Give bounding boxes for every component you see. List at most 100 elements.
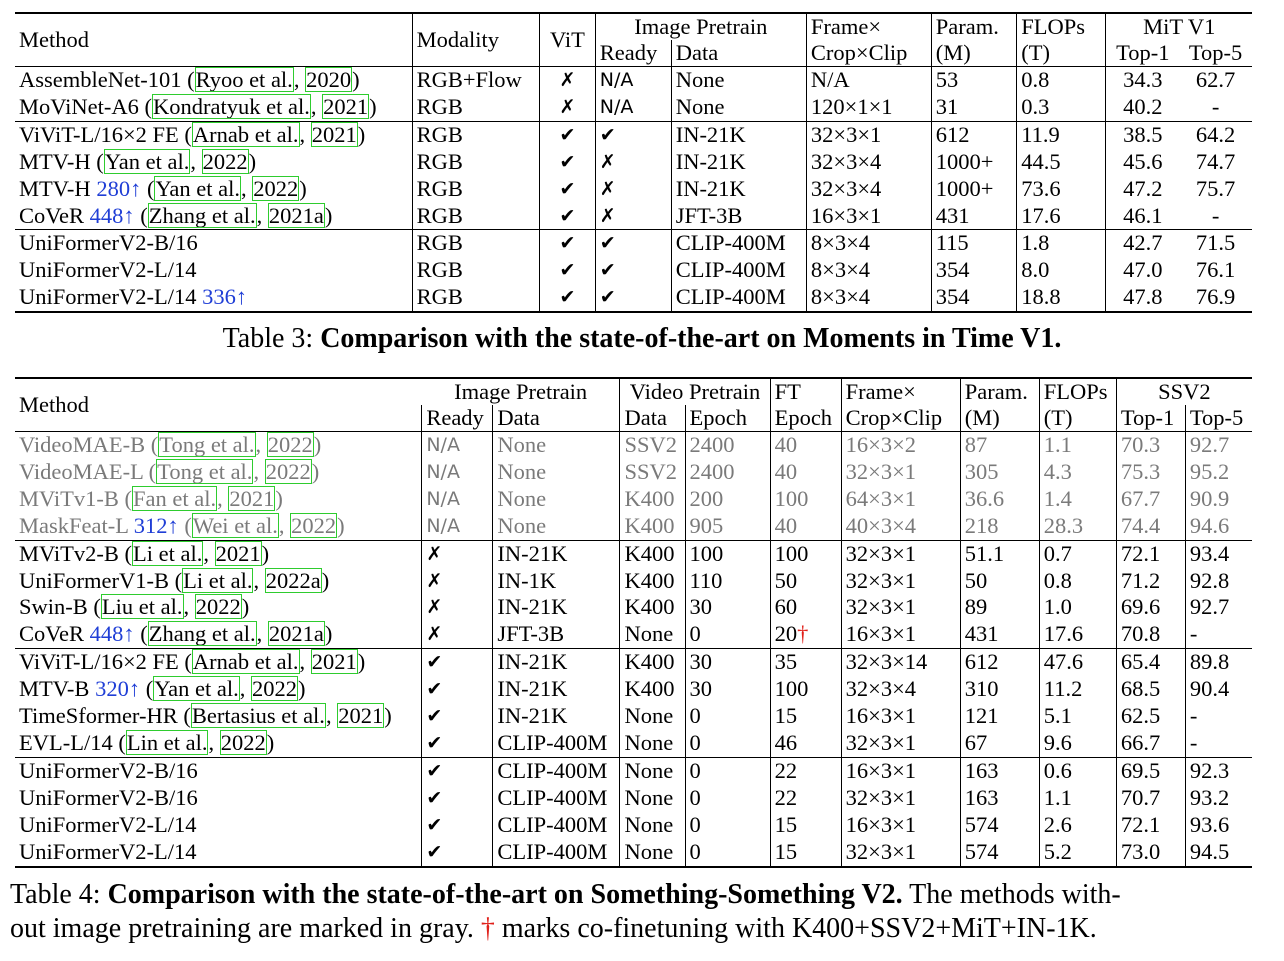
- col-image-pretrain: Image Pretrain: [454, 379, 588, 404]
- method-name: UniFormerV2-L/14: [19, 284, 203, 310]
- resolution-link: 312↑: [133, 512, 179, 538]
- data-cell: IN-1K: [492, 567, 620, 595]
- method-name: MTV-B: [19, 676, 96, 702]
- modality-cell: RGB: [411, 257, 540, 285]
- ready-cell: N/A: [421, 512, 493, 541]
- vdata-cell: None: [619, 784, 686, 812]
- data-cell: None: [492, 431, 620, 459]
- col-ft-epoch: Epoch: [769, 405, 842, 432]
- top1-cell: 70.7: [1115, 784, 1186, 812]
- flops-cell: 1.1: [1038, 784, 1117, 812]
- data-cell: JFT-3B: [670, 202, 807, 230]
- vit-cell: ✗: [539, 93, 596, 122]
- flops-cell: 1.8: [1016, 229, 1106, 258]
- data-cell: CLIP-400M: [492, 756, 620, 785]
- col-dataset: SSV2: [1115, 378, 1252, 405]
- ft-epoch-cell: 100: [769, 539, 842, 568]
- citation-year: 2021: [228, 485, 276, 511]
- citation-sep: ,: [278, 512, 291, 538]
- resolution-link: 320↑: [95, 676, 141, 702]
- top5-cell: 76.9: [1195, 284, 1236, 310]
- ready-cell: ✗: [594, 202, 672, 230]
- method-paren: (: [141, 175, 155, 201]
- vdata-cell: K400: [619, 512, 686, 541]
- ft-epoch-cell: 22: [769, 784, 842, 812]
- table-row: MTV-B 320↑ (Yan et al., 2022) ✔ IN-21K K400…: [15, 676, 1252, 704]
- param-cell: 163: [959, 756, 1040, 785]
- top5-cell: 62.7: [1195, 67, 1236, 92]
- col-flops-2: (T): [1016, 40, 1106, 67]
- vdata-cell: K400: [619, 539, 686, 568]
- citation-year: 2022: [264, 458, 312, 484]
- param-cell: 50: [959, 567, 1040, 595]
- caption-prefix: Table 3:: [222, 323, 321, 354]
- param-cell: 163: [959, 784, 1040, 812]
- data-cell: IN-21K: [670, 120, 807, 149]
- citation-close: ): [369, 93, 377, 119]
- param-cell: 1000+: [930, 175, 1017, 203]
- top5-cell: -: [1211, 93, 1220, 119]
- citation-sep: ,: [217, 485, 229, 511]
- frames-cell: 16×3×2: [840, 431, 961, 459]
- table-row: MoViNet-A6 (Kondratyuk et al., 2021) RGB ✗…: [15, 93, 1252, 122]
- citation-close: ): [298, 676, 306, 702]
- method-cell: MTV-B 320↑ (Yan et al., 2022): [15, 676, 422, 703]
- top1-cell: 73.0: [1115, 838, 1186, 867]
- vdata-cell: K400: [619, 485, 686, 513]
- method-cell: UniFormerV1-B (Li et al., 2022a): [15, 567, 422, 595]
- method-paren: (: [140, 676, 154, 702]
- ready-cell: N/A: [594, 66, 672, 94]
- param-cell: 53: [930, 66, 1017, 94]
- flops-cell: 5.2: [1038, 838, 1117, 867]
- citation-close: ): [311, 458, 320, 484]
- param-cell: 51.1: [959, 539, 1040, 568]
- frames-cell: 16×3×1: [805, 202, 932, 230]
- data-cell: CLIP-400M: [670, 229, 807, 258]
- modality-cell: RGB+Flow: [411, 66, 540, 94]
- citation-sep: ,: [256, 202, 268, 228]
- method-name: UniFormerV2-L/14: [19, 257, 197, 283]
- ready-cell: ✔: [421, 756, 493, 785]
- epoch-cell: 110: [684, 567, 771, 595]
- top5-cell: -: [1211, 202, 1220, 228]
- epoch-cell: 200: [684, 485, 771, 513]
- col-frame: Frame×: [840, 378, 961, 405]
- table-row: ViViT-L/16×2 FE (Arnab et al., 2021) ✔ IN-…: [15, 648, 1252, 677]
- param-cell: 574: [959, 838, 1040, 867]
- citation-close: ): [275, 485, 283, 511]
- ft-epoch-cell: 35: [769, 648, 842, 677]
- top1-cell: 70.8: [1115, 621, 1186, 649]
- epoch-cell: 0: [684, 756, 771, 785]
- modality-cell: RGB: [411, 148, 540, 176]
- flops-cell: 47.6: [1038, 648, 1117, 677]
- method-name: MViTv2-B (: [19, 540, 133, 566]
- vdata-cell: None: [619, 729, 686, 758]
- frames-cell: 32×3×1: [840, 838, 961, 867]
- param-cell: 36.6: [959, 485, 1040, 513]
- vit-cell: ✔: [539, 229, 596, 258]
- data-cell: None: [492, 512, 620, 541]
- top5-cell: 74.7: [1195, 148, 1236, 174]
- data-cell: CLIP-400M: [492, 784, 620, 812]
- ft-epoch-value: 50: [774, 567, 798, 593]
- table-4: Method Image Pretrain Video Pretrain FT …: [15, 377, 1252, 868]
- method-name: VideoMAE-L (: [19, 458, 157, 484]
- flops-cell: 2.6: [1038, 811, 1117, 839]
- col-top1: Top-1: [1105, 40, 1180, 67]
- method-paren: (: [134, 202, 148, 228]
- frames-cell: 32×3×4: [840, 676, 961, 704]
- method-name: UniFormerV2-L/14: [19, 811, 197, 837]
- data-cell: None: [670, 66, 807, 94]
- top1-cell: 47.8: [1105, 284, 1180, 313]
- ready-cell: N/A: [421, 431, 493, 459]
- citation-sep: ,: [256, 621, 268, 647]
- col-frame-2: Crop×Clip: [840, 405, 961, 432]
- col-modality: Modality: [411, 13, 540, 67]
- citation-close: ): [352, 67, 360, 92]
- method-cell: VideoMAE-L (Tong et al., 2022): [15, 458, 422, 486]
- ft-epoch-cell: 100: [769, 676, 842, 704]
- table-row: EVL-L/14 (Lin et al., 2022) ✔ CLIP-400M Non…: [15, 729, 1252, 758]
- frames-cell: 8×3×4: [805, 284, 932, 313]
- param-cell: 115: [930, 229, 1017, 258]
- vdata-cell: None: [619, 621, 686, 649]
